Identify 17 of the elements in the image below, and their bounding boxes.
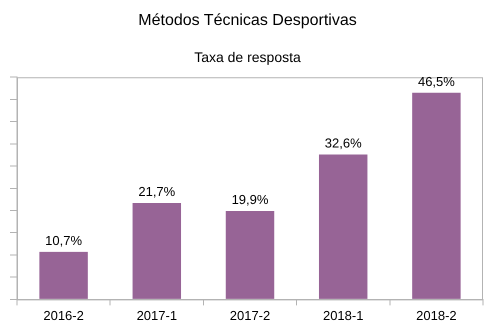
data-label: 32,6% bbox=[324, 136, 362, 151]
data-label: 46,5% bbox=[418, 74, 456, 89]
data-label: 19,9% bbox=[232, 192, 269, 208]
x-tick-label: 2018-2 bbox=[416, 308, 457, 323]
bar bbox=[39, 252, 88, 299]
x-tick-label: 2017-2 bbox=[230, 308, 270, 323]
bar bbox=[318, 154, 368, 299]
bar bbox=[412, 92, 461, 299]
x-tick-label: 2017-1 bbox=[136, 308, 178, 323]
data-label: 10,7% bbox=[45, 232, 82, 248]
bar bbox=[132, 202, 182, 299]
x-tick-label: 2018-1 bbox=[322, 308, 364, 323]
bar bbox=[226, 210, 274, 299]
chart-subtitle: Taxa de resposta bbox=[193, 49, 302, 65]
x-tick-label: 2016-2 bbox=[43, 308, 84, 323]
chart-title: Métodos Técnicas Desportivas bbox=[137, 12, 358, 30]
data-label: 21,7% bbox=[138, 184, 176, 200]
